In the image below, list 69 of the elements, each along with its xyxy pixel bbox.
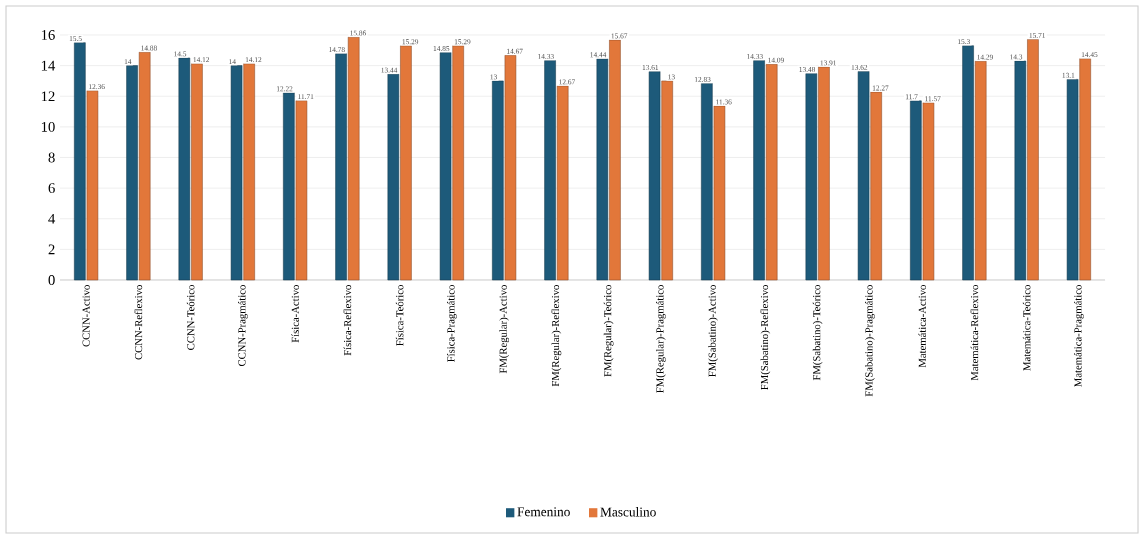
bar: [243, 63, 255, 281]
bar: [439, 52, 452, 281]
x-tick-label: FM(Sabatino)-Teórico: [812, 285, 823, 381]
bar: [922, 102, 935, 281]
bar: [974, 60, 987, 281]
bar: [283, 92, 295, 281]
bar: [1066, 79, 1079, 281]
x-tick-label: CCNN-Reflexivo: [134, 285, 143, 360]
y-tick-label: 4: [48, 213, 56, 224]
x-tick-label: Matemática-Pragmático: [1074, 285, 1084, 387]
bar: [74, 42, 86, 281]
x-tick-label: Matemática-Teórico: [1022, 285, 1031, 371]
bar: [126, 65, 138, 281]
legend-label: Femenino: [517, 507, 570, 517]
bar: [86, 90, 99, 281]
y-tick-label: 6: [48, 183, 55, 194]
x-tick-label: FM(Regular)-Reflexivo: [551, 285, 562, 387]
bar: [556, 85, 569, 281]
bar: [191, 63, 203, 281]
y-tick-label: 2: [48, 244, 55, 255]
bar: [857, 71, 870, 281]
y-tick-label: 8: [48, 152, 55, 163]
y-tick-label: 0: [48, 275, 55, 285]
bar: [1014, 60, 1027, 281]
bar: [387, 73, 400, 281]
legend-label: Masculino: [600, 507, 656, 517]
bar: [138, 51, 151, 281]
bar: [178, 57, 191, 281]
y-tick-label: 12: [41, 91, 55, 102]
bar: [230, 65, 243, 281]
x-tick-label: Física-Teórico: [395, 285, 404, 346]
x-tick-label: FM(Sabatino)-Pragmático: [865, 285, 875, 397]
x-tick-label: Física-Reflexivo: [343, 285, 352, 356]
bar: [1027, 39, 1039, 281]
bar: [805, 73, 818, 281]
x-tick-label: FM(Regular)-Teórico: [603, 285, 614, 377]
y-tick-label: 10: [41, 121, 55, 132]
x-tick-label: Matemática-Reflexivo: [970, 285, 979, 381]
bar: [596, 58, 609, 281]
bar: [335, 53, 347, 281]
bar: [765, 63, 778, 281]
bar: [400, 45, 412, 281]
bar: [661, 80, 673, 281]
bar: [962, 45, 974, 281]
x-tick-label: CCNN-Pragmático: [238, 285, 248, 367]
bar: [753, 60, 765, 281]
x-tick-label: Física-Pragmático: [447, 285, 457, 363]
bar: [492, 80, 504, 281]
bar: [701, 83, 713, 281]
bar: [452, 45, 464, 281]
bar: [504, 55, 517, 281]
x-tick-label: FM(Regular)-Pragmático: [656, 285, 666, 393]
bar: [870, 91, 882, 281]
y-tick-label: 14: [41, 60, 56, 71]
x-tick-label: CCNN-Activo: [82, 285, 90, 347]
x-tick-label: CCNN-Teórico: [186, 285, 195, 350]
bar: [1079, 58, 1091, 281]
y-tick-label: 16: [41, 30, 55, 40]
x-tick-label: FM(Sabatino)-Reflexivo: [760, 285, 771, 390]
x-tick-label: Física-Activo: [291, 285, 299, 343]
x-tick-label: FM(Regular)-Activo: [499, 285, 509, 374]
bar: [609, 39, 621, 281]
x-tick-label: FM(Sabatino)-Activo: [708, 285, 718, 377]
x-tick-label: Matemática-Activo: [918, 285, 926, 368]
bar: [713, 105, 726, 281]
bar: [910, 100, 922, 281]
bar: [544, 60, 556, 281]
bar: [648, 71, 661, 281]
bar: [295, 100, 308, 281]
